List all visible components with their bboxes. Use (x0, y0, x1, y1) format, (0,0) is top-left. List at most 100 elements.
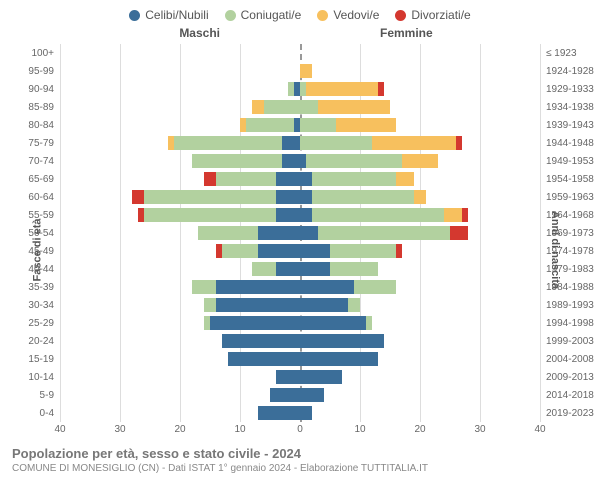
bar-segment (402, 154, 438, 168)
bar-segment (396, 172, 414, 186)
bar-segment (144, 190, 276, 204)
female-bar (300, 352, 540, 366)
legend-swatch (129, 10, 140, 21)
bar-segment (300, 352, 378, 366)
female-bar (300, 262, 540, 276)
legend-item: Coniugati/e (225, 8, 302, 22)
birth-year-label: 1994-1998 (540, 318, 594, 329)
age-label: 70-74 (28, 156, 60, 167)
age-row: 5-92014-2018 (60, 386, 540, 404)
age-row: 55-591964-1968 (60, 206, 540, 224)
female-bar (300, 334, 540, 348)
legend-label: Divorziati/e (411, 8, 470, 22)
age-label: 45-49 (28, 246, 60, 257)
bar-segment (276, 172, 300, 186)
birth-year-label: 2014-2018 (540, 390, 594, 401)
bar-segment (444, 208, 462, 222)
bar-segment (354, 280, 396, 294)
header-male: Maschi (179, 26, 220, 40)
female-bar (300, 316, 540, 330)
age-row: 10-142009-2013 (60, 368, 540, 386)
bar-segment (300, 208, 312, 222)
age-row: 100+≤ 1923 (60, 44, 540, 62)
male-bar (60, 406, 300, 420)
age-label: 20-24 (28, 336, 60, 347)
birth-year-label: 1959-1963 (540, 192, 594, 203)
bar-segment (300, 262, 330, 276)
legend-item: Divorziati/e (395, 8, 470, 22)
bar-segment (276, 190, 300, 204)
male-bar (60, 244, 300, 258)
bar-segment (270, 388, 300, 402)
bar-segment (222, 244, 258, 258)
male-bar (60, 154, 300, 168)
male-bar (60, 46, 300, 60)
bar-segment (264, 100, 300, 114)
age-label: 85-89 (28, 102, 60, 113)
female-bar (300, 388, 540, 402)
x-tick-label: 10 (234, 424, 245, 435)
birth-year-label: 1944-1948 (540, 138, 594, 149)
age-label: 75-79 (28, 138, 60, 149)
male-bar (60, 352, 300, 366)
footer: Popolazione per età, sesso e stato civil… (0, 440, 600, 474)
x-tick-label: 30 (114, 424, 125, 435)
x-tick-label: 0 (297, 424, 303, 435)
age-row: 50-541969-1973 (60, 224, 540, 242)
age-row: 30-341989-1993 (60, 296, 540, 314)
female-bar (300, 406, 540, 420)
female-bar (300, 100, 540, 114)
x-axis: 40302010010203040 (60, 422, 540, 440)
legend-label: Coniugati/e (241, 8, 302, 22)
bar-segment (258, 244, 300, 258)
bar-segment (282, 154, 300, 168)
age-row: 95-991924-1928 (60, 62, 540, 80)
bar-segment (366, 316, 372, 330)
bar-segment (222, 334, 300, 348)
column-headers: Maschi Femmine (0, 26, 600, 44)
x-tick-label: 20 (174, 424, 185, 435)
age-label: 10-14 (28, 372, 60, 383)
rows: 100+≤ 192395-991924-192890-941929-193385… (60, 44, 540, 422)
bar-segment (312, 208, 444, 222)
bar-segment (312, 190, 414, 204)
bar-segment (396, 244, 402, 258)
birth-year-label: 1979-1983 (540, 264, 594, 275)
bar-segment (312, 172, 396, 186)
age-label: 0-4 (40, 408, 60, 419)
bar-segment (330, 244, 396, 258)
age-label: 25-29 (28, 318, 60, 329)
bar-segment (336, 118, 396, 132)
female-bar (300, 136, 540, 150)
birth-year-label: 2009-2013 (540, 372, 594, 383)
birth-year-label: 1989-1993 (540, 300, 594, 311)
female-bar (300, 190, 540, 204)
age-row: 15-192004-2008 (60, 350, 540, 368)
birth-year-label: 2019-2023 (540, 408, 594, 419)
birth-year-label: ≤ 1923 (540, 48, 577, 59)
x-tick-label: 30 (474, 424, 485, 435)
bar-segment (300, 370, 342, 384)
bar-segment (276, 208, 300, 222)
plot-area: 100+≤ 192395-991924-192890-941929-193385… (60, 44, 540, 422)
bar-segment (300, 244, 330, 258)
female-bar (300, 208, 540, 222)
bar-segment (462, 208, 468, 222)
female-bar (300, 280, 540, 294)
age-row: 35-391984-1988 (60, 278, 540, 296)
population-pyramid-chart: Celibi/NubiliConiugati/eVedovi/eDivorzia… (0, 0, 600, 500)
birth-year-label: 1999-2003 (540, 336, 594, 347)
age-label: 80-84 (28, 120, 60, 131)
birth-year-label: 1934-1938 (540, 102, 594, 113)
bar-segment (378, 82, 384, 96)
bar-segment (450, 226, 468, 240)
bar-segment (300, 280, 354, 294)
age-label: 15-19 (28, 354, 60, 365)
legend-swatch (225, 10, 236, 21)
male-bar (60, 100, 300, 114)
bar-segment (276, 370, 300, 384)
birth-year-label: 1924-1928 (540, 66, 594, 77)
bar-segment (204, 298, 216, 312)
female-bar (300, 298, 540, 312)
male-bar (60, 226, 300, 240)
